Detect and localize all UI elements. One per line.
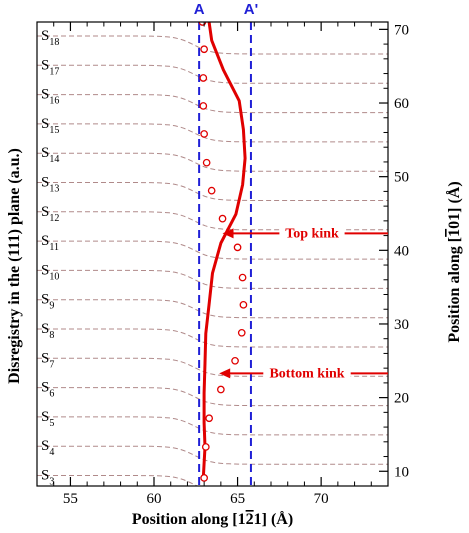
plot-frame bbox=[36, 21, 389, 487]
reference-label-a-prime: A' bbox=[244, 1, 258, 18]
disregistry-curve-S3 bbox=[37, 475, 199, 486]
disregistry-curve-S7 bbox=[37, 357, 388, 377]
disregistry-curve-S15 bbox=[37, 123, 388, 143]
layer-label-S5: S5 bbox=[41, 409, 54, 429]
x-axis-title: Position along [121] (Å) bbox=[132, 510, 293, 528]
right-axis-title: Position along [101] (Å) bbox=[445, 181, 463, 342]
layer-labels: S18 S17 S16 S15 S14 S13 S12 S11 S10 S9 S8 S7 S6 S5 S4 S… bbox=[41, 28, 59, 488]
layer-label-S16: S16 bbox=[41, 87, 59, 107]
y-tick-label: 10 bbox=[394, 464, 409, 480]
disregistry-curve-S17 bbox=[37, 64, 388, 84]
kink-point bbox=[201, 443, 210, 451]
y-tick-label: 30 bbox=[394, 317, 409, 333]
reference-lines: A A' bbox=[194, 1, 258, 486]
x-tick-label: 65 bbox=[230, 491, 245, 507]
kink-point bbox=[202, 158, 211, 167]
reference-label-a: A bbox=[194, 1, 205, 18]
layer-label-S10: S10 bbox=[41, 262, 59, 282]
kink-point bbox=[199, 74, 208, 82]
kink-point bbox=[200, 45, 208, 54]
kink-point bbox=[200, 474, 208, 482]
disregistry-curve-S13 bbox=[37, 182, 388, 201]
kink-point bbox=[200, 130, 208, 138]
layer-label-S6: S6 bbox=[41, 380, 54, 400]
disregistry-curve-S9 bbox=[37, 299, 388, 319]
disregistry-curves bbox=[37, 35, 388, 486]
kink-point bbox=[237, 328, 246, 337]
x-tick-label: 70 bbox=[314, 491, 329, 507]
disregistry-curve-S11 bbox=[37, 240, 388, 260]
y-tick-label: 40 bbox=[394, 243, 409, 259]
kink-point bbox=[233, 243, 242, 252]
y-tick-label: 50 bbox=[394, 170, 409, 186]
kink-point bbox=[217, 385, 225, 394]
disregistry-curve-S5 bbox=[37, 416, 388, 436]
kink-point bbox=[205, 414, 214, 423]
disregistry-curve-S14 bbox=[37, 152, 388, 172]
left-axis-title: Disregistry in the (111) plane (a.u.) bbox=[6, 148, 23, 384]
annotations: Top kink Bottom kink bbox=[219, 223, 388, 381]
layer-label-S17: S17 bbox=[41, 57, 59, 77]
layer-label-S11: S11 bbox=[41, 233, 59, 253]
kink-point bbox=[207, 186, 216, 195]
kink-profile-line bbox=[201, 22, 247, 478]
y-tick-label: 60 bbox=[394, 96, 409, 112]
annotation-label: Bottom kink bbox=[269, 366, 344, 381]
axis-titles: Position along [121] (Å) Disregistry in t… bbox=[6, 148, 463, 528]
kink-profile bbox=[198, 22, 248, 482]
layer-label-S14: S14 bbox=[41, 145, 59, 165]
layer-label-S12: S12 bbox=[41, 204, 59, 224]
x-tick-label: 55 bbox=[63, 491, 78, 507]
axis-ticks: 55 60 65 70 10 20 30 40 50 60 70 bbox=[36, 22, 409, 507]
disregistry-curve-S8 bbox=[37, 328, 388, 348]
y-tick-label: 70 bbox=[394, 22, 409, 38]
kink-point bbox=[238, 273, 247, 282]
layer-label-S7: S7 bbox=[41, 350, 54, 370]
kink-point bbox=[231, 356, 239, 365]
disregistry-curve-S16 bbox=[37, 94, 388, 114]
disregistry-curve-S4 bbox=[37, 445, 388, 465]
layer-label-S8: S8 bbox=[41, 321, 54, 341]
kink-point bbox=[239, 300, 248, 309]
layer-label-S9: S9 bbox=[41, 292, 54, 312]
layer-label-S15: S15 bbox=[41, 116, 59, 136]
disregistry-curve-S18 bbox=[37, 35, 388, 55]
layer-label-S13: S13 bbox=[41, 175, 59, 195]
kink-point bbox=[199, 102, 208, 110]
layer-label-S4: S4 bbox=[41, 438, 54, 458]
y-tick-label: 20 bbox=[394, 391, 409, 407]
layer-label-S3: S3 bbox=[41, 468, 54, 488]
disregistry-curve-S6 bbox=[37, 387, 388, 407]
disregistry-curve-S12 bbox=[37, 211, 388, 231]
layer-label-S18: S18 bbox=[41, 28, 59, 48]
kink-point bbox=[218, 214, 227, 223]
annotation-label: Top kink bbox=[285, 226, 339, 241]
x-tick-label: 60 bbox=[147, 491, 162, 507]
